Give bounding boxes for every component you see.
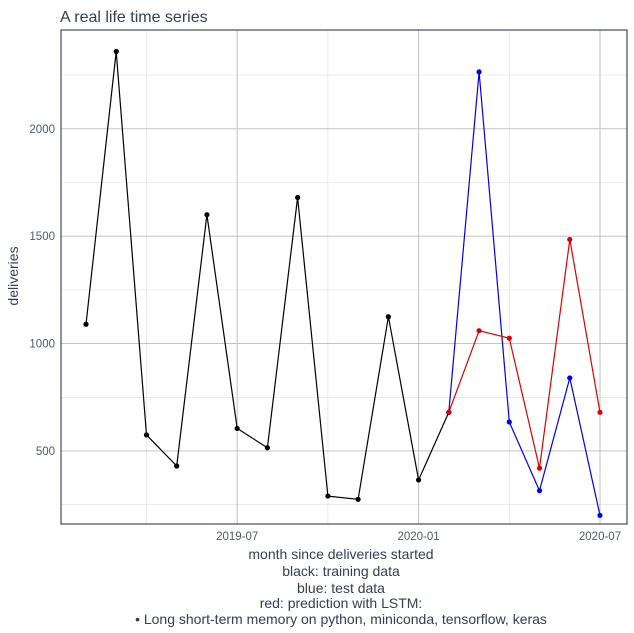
y-axis-title: deliveries (5, 246, 21, 305)
grid-lines (60, 29, 628, 525)
training-data-point (415, 477, 422, 483)
test-data-point (506, 419, 512, 425)
training-data-point (355, 496, 361, 502)
caption-line-training: black: training data (282, 563, 400, 579)
test-series-line (448, 71, 601, 516)
training-data-point (295, 194, 301, 201)
y-tick-label: 500 (36, 446, 55, 458)
caption-line-test: blue: test data (297, 580, 385, 596)
prediction-data-point (597, 409, 603, 415)
x-tick-label: 2019-07 (216, 531, 258, 543)
prediction-data-point (476, 328, 482, 334)
training-data-point (143, 432, 150, 438)
caption-line-method: • Long short-term memory on python, mini… (135, 611, 547, 627)
prediction-series-line (448, 238, 601, 469)
prediction-data-point (567, 236, 573, 243)
prediction-data-point (446, 409, 452, 415)
x-axis-title: month since deliveries started (248, 546, 433, 562)
training-series-line (85, 50, 450, 500)
y-tick-label: 1000 (29, 339, 55, 351)
training-data-point (385, 314, 391, 320)
prediction-data-point (536, 465, 543, 471)
test-data-point (597, 512, 603, 519)
training-data-point (113, 48, 119, 55)
panel-border (60, 29, 628, 525)
x-tick-label: 2020-01 (397, 531, 439, 543)
test-data-point (476, 69, 482, 75)
test-data-point (567, 375, 573, 381)
training-data-point (264, 445, 271, 451)
training-data-point (83, 321, 89, 327)
training-data-point (325, 493, 331, 499)
prediction-data-point (506, 335, 512, 341)
training-data-point (174, 463, 180, 469)
chart-title: A real life time series (60, 9, 208, 26)
y-tick-label: 1500 (29, 231, 55, 243)
axis-ticks: 500 1000 1500 2000 2019-07 2020-01 2020-07 (29, 124, 621, 543)
caption-line-prediction: red: prediction with LSTM: (260, 595, 423, 611)
test-data-point (536, 488, 543, 494)
training-data-point (234, 425, 240, 432)
y-tick-label: 2000 (29, 124, 55, 136)
plot-series (83, 48, 603, 519)
training-data-point (204, 212, 210, 218)
x-tick-label: 2020-07 (579, 531, 621, 543)
